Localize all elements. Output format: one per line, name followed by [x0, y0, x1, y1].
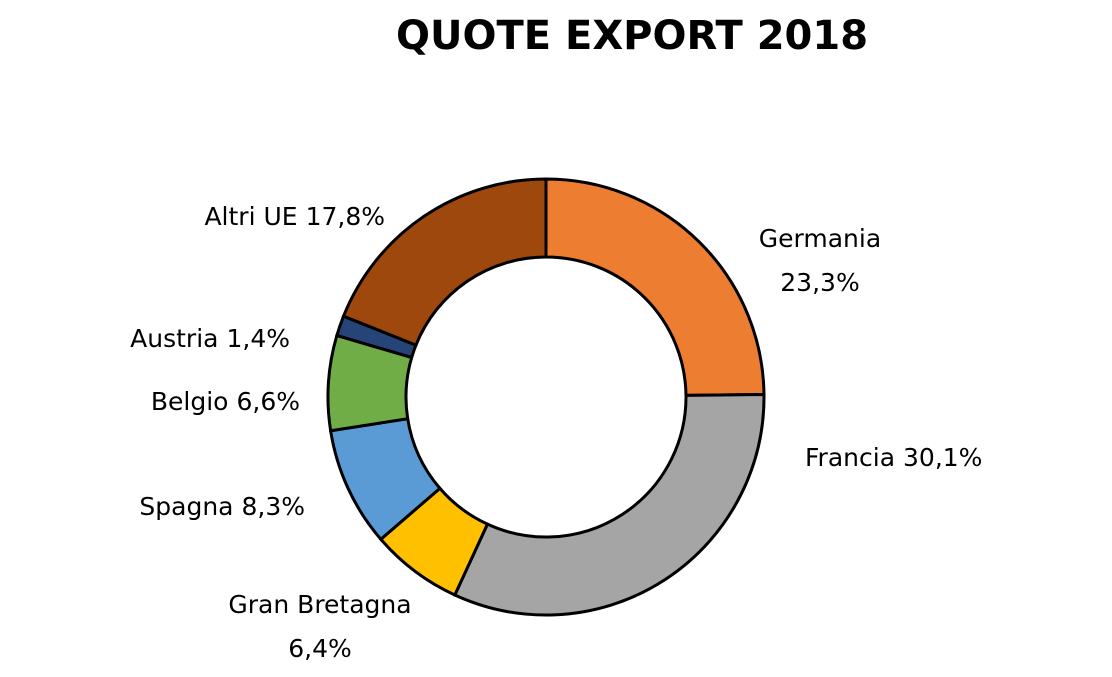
slice-label: Francia 30,1%	[805, 443, 982, 472]
category-label: Gran Bretagna	[228, 590, 411, 619]
slice-label: Spagna 8,3%	[139, 492, 305, 521]
category-label: Spagna	[139, 492, 233, 521]
donut-slice	[544, 177, 766, 397]
slice-label: Austria 1,4%	[130, 324, 290, 353]
slice-label: Gran Bretagna 6,4%	[228, 590, 411, 663]
value-label: 17,8%	[306, 202, 385, 231]
value-label: 8,3%	[241, 492, 305, 521]
slice-label: Altri UE 17,8%	[204, 202, 385, 231]
category-label: Altri UE	[204, 202, 297, 231]
value-label: 6,6%	[236, 387, 300, 416]
category-label: Belgio	[151, 387, 229, 416]
category-label: Francia	[805, 443, 895, 472]
slice-label: Belgio 6,6%	[151, 387, 300, 416]
value-label: 23,3%	[780, 268, 859, 297]
chart-title: QUOTE EXPORT 2018	[396, 13, 868, 59]
donut-slice	[341, 177, 548, 348]
slice-label: Germania 23,3%	[759, 224, 881, 297]
value-label: 1,4%	[226, 324, 290, 353]
donut-slice	[452, 392, 766, 617]
category-label: Germania	[759, 224, 881, 253]
category-label: Austria	[130, 324, 218, 353]
value-label: 30,1%	[903, 443, 982, 472]
value-label: 6,4%	[288, 634, 352, 663]
